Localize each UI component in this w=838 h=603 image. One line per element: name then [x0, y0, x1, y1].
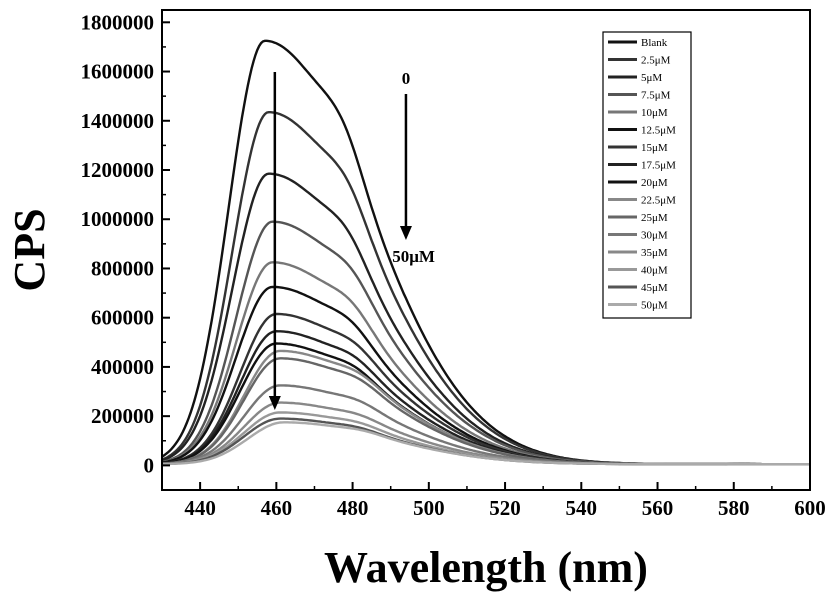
- y-tick-label: 1400000: [81, 109, 155, 133]
- legend: Blank 2.5μM 5μM 7.5μM 10μM 12.5μM 15μM 17.5μM 20…: [603, 32, 691, 318]
- y-tick-label: 1200000: [81, 158, 155, 182]
- y-tick-label: 1600000: [81, 60, 155, 84]
- legend-item-label: 10μM: [641, 107, 668, 119]
- legend-item-label: 12.5μM: [641, 125, 676, 137]
- annotation-end-label: 50μM: [392, 247, 435, 266]
- x-tick-label: 440: [184, 496, 216, 520]
- y-tick-label: 800000: [91, 256, 154, 280]
- y-tick-label: 1000000: [81, 207, 155, 231]
- x-axis-title: Wavelength (nm): [324, 543, 648, 592]
- legend-item-label: 5μM: [641, 72, 662, 84]
- x-tick-label: 580: [718, 496, 750, 520]
- y-axis-title: CPS: [5, 208, 54, 291]
- legend-item-label: 7.5μM: [641, 90, 671, 102]
- legend-item-label: 17.5μM: [641, 160, 676, 172]
- chart: 0 200000 400000 600000 800000 1000000 1200000 1…: [0, 0, 838, 598]
- x-tick-label: 500: [413, 496, 445, 520]
- legend-item-label: 40μM: [641, 265, 668, 277]
- series-line-13: [162, 413, 810, 465]
- x-tick-label: 520: [489, 496, 521, 520]
- series-line-0: [162, 41, 810, 464]
- legend-item-label: 15μM: [641, 142, 668, 154]
- y-tick-label: 0: [144, 453, 155, 477]
- plot-frame: [162, 10, 810, 490]
- legend-item-label: 25μM: [641, 212, 668, 224]
- legend-item-label: 45μM: [641, 282, 668, 294]
- y-tick-label: 400000: [91, 355, 154, 379]
- x-tick-label: 560: [642, 496, 674, 520]
- chart-svg: 0 200000 400000 600000 800000 1000000 1200000 1…: [0, 0, 838, 598]
- y-tick-label: 200000: [91, 404, 154, 428]
- legend-item-label: 2.5μM: [641, 55, 671, 67]
- legend-item-label: Blank: [641, 37, 668, 49]
- y-tick-label: 600000: [91, 306, 154, 330]
- annotation-start-label: 0: [402, 69, 411, 88]
- concentration-arrow-head: [400, 226, 412, 240]
- legend-item-label: 30μM: [641, 230, 668, 242]
- series-layer: [162, 41, 810, 464]
- legend-item-label: 50μM: [641, 300, 668, 312]
- legend-item-label: 20μM: [641, 177, 668, 189]
- x-tick-label: 480: [337, 496, 369, 520]
- y-tick-label: 1800000: [81, 10, 155, 34]
- x-tick-label: 460: [261, 496, 293, 520]
- legend-item-label: 22.5μM: [641, 195, 676, 207]
- series-line-3: [162, 222, 810, 465]
- x-tick-label: 540: [566, 496, 598, 520]
- x-tick-label: 600: [794, 496, 826, 520]
- legend-item-label: 35μM: [641, 247, 668, 259]
